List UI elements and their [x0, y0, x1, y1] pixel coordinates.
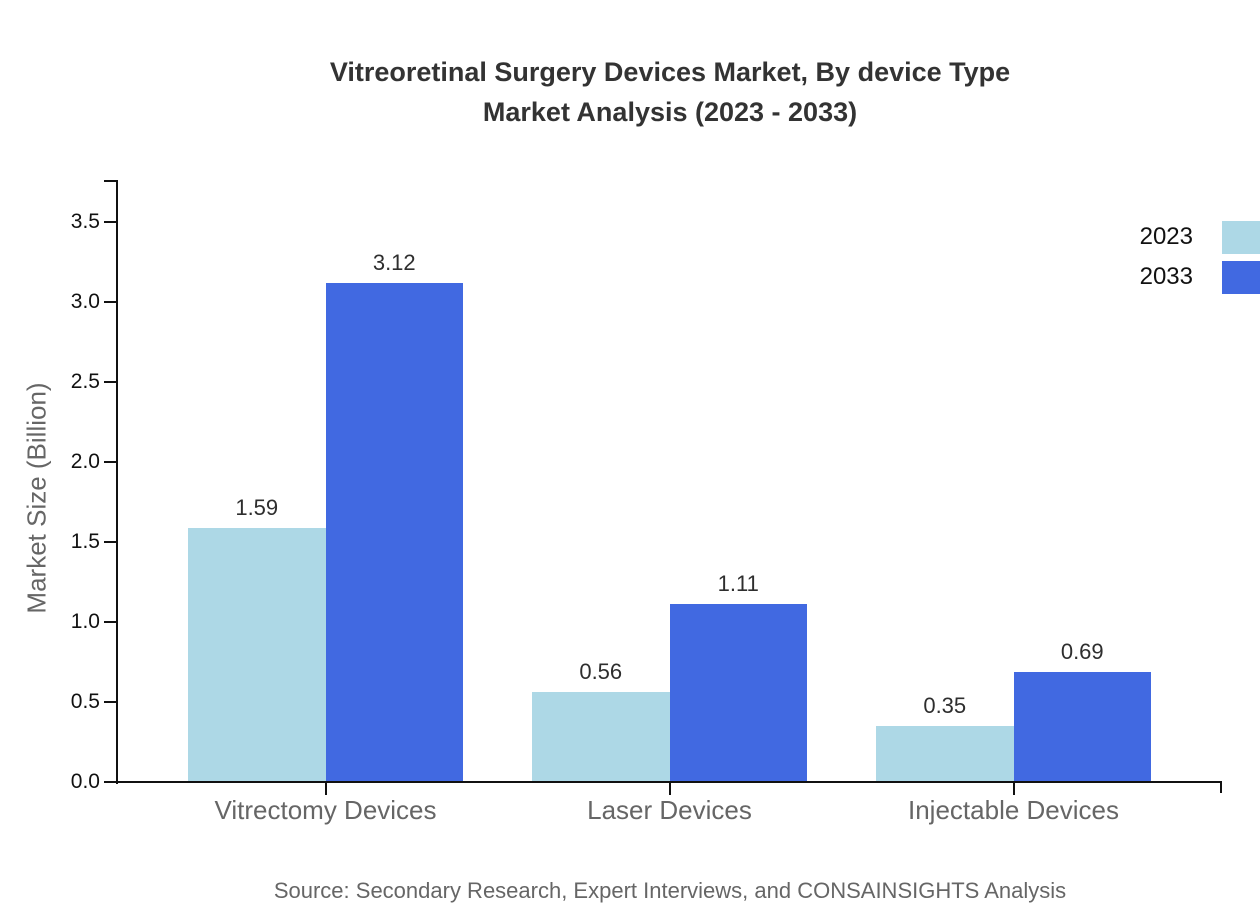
y-tick-1.0 — [104, 621, 116, 623]
bar-2033-2 — [1013, 671, 1151, 782]
y-tick-label-0.0: 0.0 — [70, 770, 100, 793]
y-tick-0.5 — [104, 701, 116, 703]
bar-value-label-2033-0: 3.12 — [372, 249, 416, 275]
bar-value-label-2023-1: 0.56 — [579, 659, 623, 685]
category-label-1: Laser Devices — [587, 795, 752, 825]
bar-value-label-2033-2: 0.69 — [1060, 638, 1104, 664]
category-label-0: Vitrectomy Devices — [214, 795, 437, 825]
chart-title-line1: Vitreoretinal Surgery Devices Market, By… — [329, 57, 1011, 87]
x-axis-end-cap — [1220, 781, 1222, 793]
y-axis-title: Market Size (Billion) — [21, 382, 52, 614]
bar-value-label-2033-1: 1.11 — [717, 571, 759, 597]
x-axis-spine — [116, 781, 1222, 783]
bar-value-label-2023-2: 0.35 — [923, 693, 967, 718]
y-tick-label-2.0: 2.0 — [70, 450, 100, 473]
bar-2033-1 — [669, 604, 807, 782]
y-axis-spine — [116, 180, 118, 784]
legend-swatch-2033 — [1222, 260, 1260, 294]
x-tick-1 — [668, 783, 671, 795]
y-tick-3.5 — [104, 221, 116, 223]
source-note: Source: Secondary Research, Expert Inter… — [273, 878, 1067, 903]
legend-item-2033: 2033 — [1040, 260, 1260, 294]
y-tick-0.0 — [104, 781, 116, 783]
bar-2023-0 — [188, 527, 326, 782]
bar-2023-2 — [876, 726, 1014, 782]
legend-item-2023: 2023 — [1040, 220, 1260, 254]
y-tick-3.0 — [104, 301, 116, 303]
y-tick-label-1.0: 1.0 — [70, 610, 100, 633]
bar-value-label-2023-0: 1.59 — [235, 494, 279, 520]
y-tick-label-3.5: 3.5 — [70, 210, 100, 233]
y-tick-label-2.5: 2.5 — [70, 370, 100, 393]
y-tick-2.5 — [104, 381, 116, 383]
legend-label-2023: 2023 — [1139, 223, 1193, 250]
x-tick-0 — [324, 783, 327, 795]
chart-title-line2: Market Analysis (2023 - 2033) — [482, 97, 858, 127]
y-tick-label-3.0: 3.0 — [70, 290, 100, 313]
y-tick-label-0.5: 0.5 — [70, 690, 100, 713]
y-tick-label-1.5: 1.5 — [70, 530, 100, 553]
bar-2033-0 — [325, 282, 463, 782]
legend-swatch-2023 — [1222, 220, 1260, 254]
bar-2023-1 — [532, 692, 670, 782]
legend-label-2033: 2033 — [1139, 263, 1193, 290]
category-label-2: Injectable Devices — [908, 795, 1119, 825]
y-tick-2.0 — [104, 461, 116, 463]
x-tick-2 — [1012, 783, 1015, 795]
y-tick-1.5 — [104, 541, 116, 543]
y-axis-end-cap — [104, 180, 116, 182]
chart-title: Vitreoretinal Surgery Devices Market, By… — [330, 52, 1010, 132]
